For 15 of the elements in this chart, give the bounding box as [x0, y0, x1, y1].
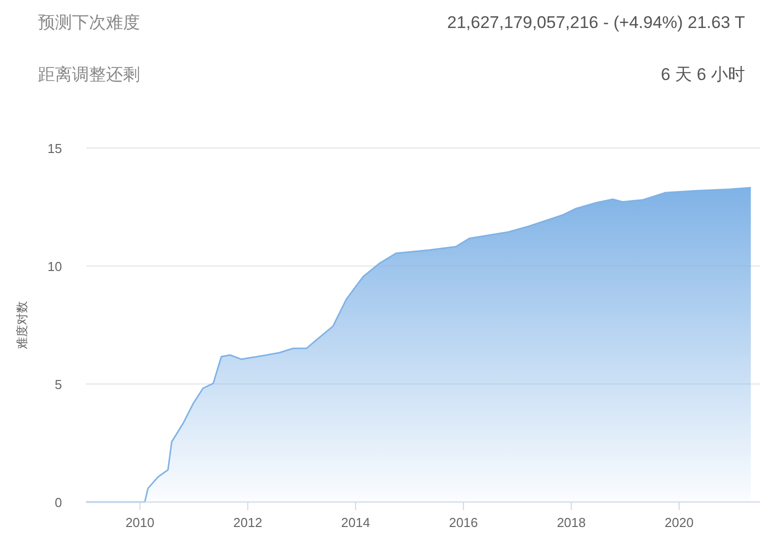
text: 距离调整还剩 — [38, 65, 140, 84]
text: 21,627,179,057,216 - (+4.94%) 21.63 T — [447, 13, 745, 32]
y-tick-label: 10 — [48, 259, 62, 274]
x-tick-label: 2020 — [664, 515, 694, 530]
x-tick-label: 2016 — [448, 515, 478, 530]
y-axis-title: 难度对数 — [15, 301, 29, 350]
x-tick-label: 2014 — [341, 515, 370, 530]
y-tick-label: 0 — [54, 495, 62, 510]
x-tick-label: 2012 — [233, 515, 262, 530]
text: 6 天 6 小时 — [660, 65, 745, 84]
y-tick-label: 5 — [54, 377, 62, 392]
x-tick-label: 2010 — [125, 515, 154, 530]
x-tick-label: 2018 — [556, 515, 586, 530]
y-tick-label: 15 — [48, 141, 62, 156]
text: 预测下次难度 — [38, 13, 140, 32]
